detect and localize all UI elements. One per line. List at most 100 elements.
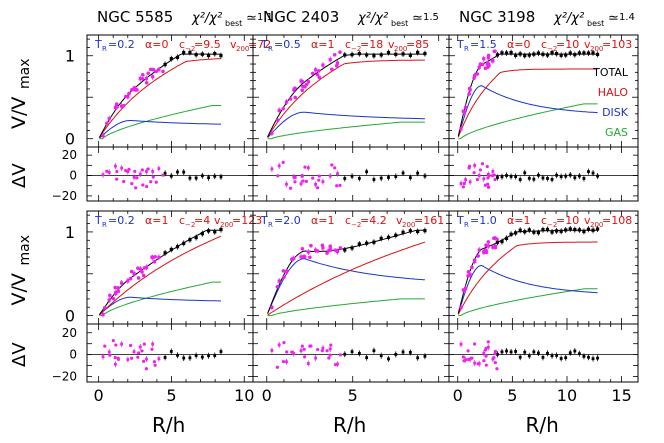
- column-title: NGC 3198 χ²/χ² best ≃ 1.4: [459, 8, 635, 28]
- data-point: [408, 53, 412, 57]
- param-alpha: α=1: [145, 214, 168, 227]
- resid-point: [485, 164, 489, 169]
- resid-point: [277, 343, 281, 347]
- resid-point: [462, 359, 466, 363]
- param-c-label: c: [345, 38, 351, 51]
- param-tr-sub: R: [102, 45, 107, 53]
- resid-point: [281, 360, 285, 364]
- chi-subscript: best: [587, 19, 604, 28]
- resid-point: [140, 349, 144, 353]
- chi-label: χ²/χ²: [357, 11, 388, 26]
- param-c-value: =4: [194, 214, 210, 227]
- data-point: [423, 51, 427, 56]
- x-axis-label: R/h: [333, 413, 366, 437]
- data-point: [288, 97, 293, 101]
- data-point: [333, 248, 338, 252]
- resid-point: [372, 349, 376, 353]
- resid-point: [559, 357, 563, 360]
- data-point: [276, 118, 280, 123]
- data-point: [292, 256, 296, 261]
- data-point: [128, 276, 133, 281]
- resid-point: [464, 178, 467, 182]
- data-point: [491, 245, 495, 249]
- resid-point: [288, 186, 293, 190]
- x-tick-label: 5: [166, 386, 176, 405]
- data-point: [486, 244, 490, 248]
- data-point: [108, 293, 112, 298]
- resid-point: [532, 350, 536, 354]
- data-point: [582, 51, 586, 55]
- chi-ratio: 1.5: [423, 12, 439, 23]
- x-tick-label: 5: [507, 386, 517, 405]
- y-axis-label-resid: ΔV: [9, 163, 30, 188]
- resid-point: [336, 172, 339, 176]
- param-c-value: =10: [556, 214, 579, 227]
- y-axis-label-resid: ΔV: [9, 342, 30, 367]
- resid-point: [596, 174, 599, 178]
- resid-point: [335, 184, 339, 188]
- data-point: [116, 289, 121, 294]
- param-c-value: =18: [360, 38, 383, 51]
- resid-point: [459, 182, 463, 185]
- resid-point: [564, 174, 568, 178]
- disk-curve: [99, 120, 222, 139]
- data-point: [514, 53, 518, 58]
- data-point: [121, 103, 126, 108]
- data-point: [330, 67, 334, 72]
- resid-point: [129, 343, 133, 348]
- resid-point: [350, 174, 354, 178]
- data-point: [500, 51, 504, 55]
- data-point: [472, 258, 477, 262]
- param-v-sub: 200: [220, 221, 233, 229]
- resid-point: [509, 175, 513, 178]
- resid-point: [327, 356, 331, 360]
- resid-point: [541, 355, 545, 359]
- x-axis-label: R/h: [152, 413, 185, 437]
- resid-point: [577, 174, 581, 178]
- data-point: [386, 50, 391, 55]
- data-point: [182, 241, 186, 245]
- data-point: [459, 127, 463, 131]
- param-v-label: v: [584, 214, 591, 227]
- data-point: [514, 231, 518, 235]
- data-point: [462, 289, 466, 293]
- resid-point: [484, 346, 488, 350]
- total-curve: [98, 53, 221, 138]
- param-tr-label: T: [456, 38, 464, 51]
- resid-point: [537, 173, 540, 177]
- resid-point: [132, 350, 136, 354]
- data-point: [299, 255, 303, 259]
- resid-point: [518, 355, 522, 359]
- data-point: [315, 249, 320, 253]
- resid-point: [365, 356, 369, 360]
- panel-params: T R =1.0 α=1 c −2=10 v 200=108: [456, 214, 632, 229]
- param-c-value: =10: [556, 38, 579, 51]
- data-point: [573, 228, 577, 232]
- data-point: [129, 269, 134, 274]
- total-curve: [457, 229, 598, 314]
- resid-point: [328, 174, 332, 178]
- resid-point: [401, 350, 405, 354]
- resid-point: [151, 175, 155, 179]
- param-v-sub: 200: [590, 45, 603, 53]
- data-point: [394, 52, 398, 56]
- resid-point: [493, 177, 497, 182]
- panel-params: T R =2.0 α=1 c −2=4.2 v 200=161: [260, 214, 444, 229]
- data-point: [482, 57, 486, 61]
- data-point: [282, 275, 286, 279]
- resid-point: [482, 351, 486, 355]
- resid-point: [127, 167, 131, 171]
- resid-point: [379, 354, 383, 358]
- data-point: [523, 54, 527, 58]
- data-point: [523, 230, 527, 234]
- resid-point: [303, 165, 307, 169]
- resid-point: [321, 346, 325, 350]
- x-tick-label: 0: [94, 386, 104, 405]
- data-point: [477, 65, 481, 69]
- data-point: [300, 246, 305, 251]
- data-point: [140, 270, 144, 274]
- resid-point: [134, 186, 138, 190]
- resid-point: [338, 183, 342, 188]
- data-point: [120, 281, 124, 285]
- resid-point: [152, 360, 157, 364]
